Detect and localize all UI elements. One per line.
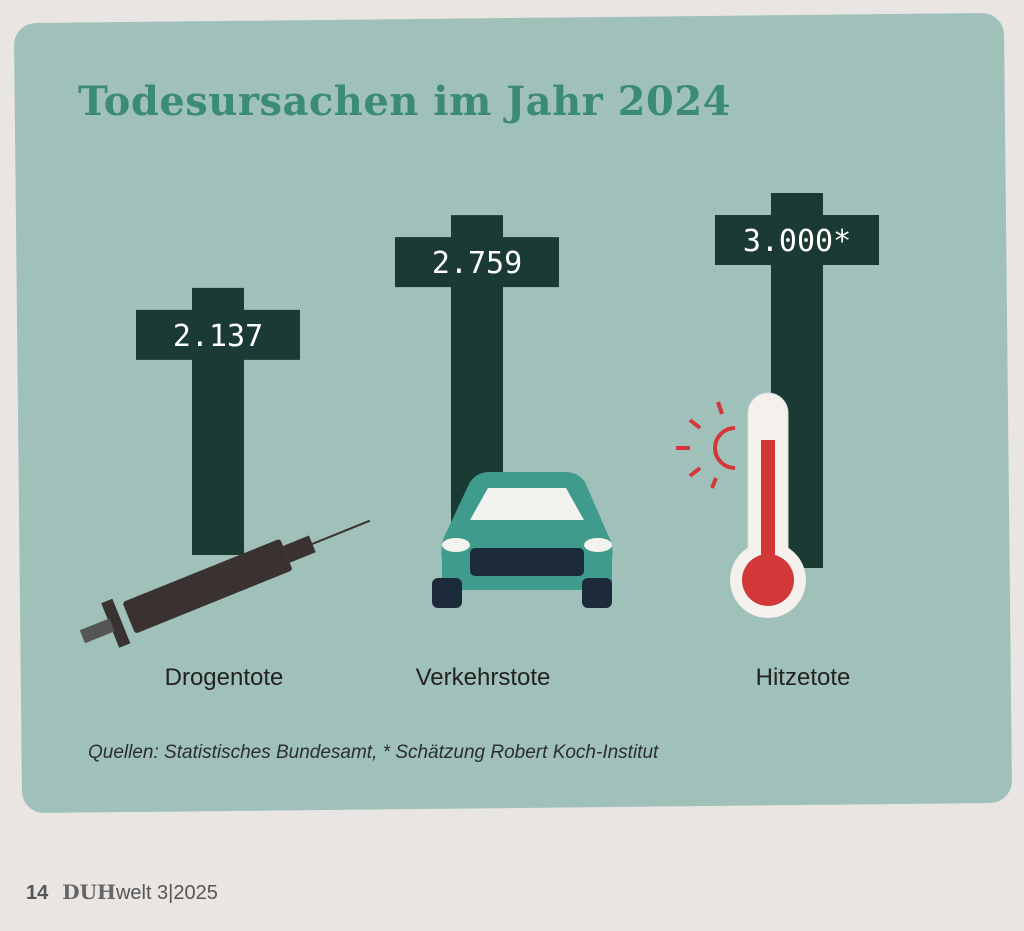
cross-beam (715, 215, 879, 265)
category-label: Verkehrstote (416, 664, 551, 691)
cross-bar-verkehrstote: 2.759 Verkehrstote (395, 215, 559, 691)
sun-arc (713, 426, 736, 470)
value-label: 3.000* (743, 224, 851, 259)
source-note: Quellen: Statistisches Bundesamt, * Schä… (88, 742, 659, 763)
car-grille (470, 548, 584, 576)
value-label: 2.137 (173, 319, 263, 354)
category-label: Drogentote (165, 664, 284, 691)
cross-beam (395, 237, 559, 288)
value-label: 2.759 (432, 246, 522, 281)
magazine-brand: DUH (62, 880, 116, 904)
cross-bar-drogentote: 2.137 Drogentote (136, 287, 300, 691)
syringe-needle (311, 519, 371, 545)
issue-label: welt 3|2025 (115, 882, 218, 904)
chart-title: Todesursachen im Jahr 2024 (78, 78, 731, 125)
syringe-icon (79, 519, 371, 648)
car-headlight (584, 538, 612, 552)
car-headlight (442, 538, 470, 552)
sun-ray (688, 418, 702, 430)
thermometer-bulb (742, 554, 794, 606)
syringe-tip (283, 535, 316, 563)
page-footer: 14 DUHwelt 3|2025 (26, 880, 218, 905)
car-icon (432, 472, 613, 608)
syringe-flange (101, 598, 131, 648)
syringe-barrel (123, 539, 292, 633)
sun-ray (716, 401, 724, 415)
category-label: Hitzetote (756, 664, 851, 691)
sun-ray (688, 466, 702, 478)
syringe-plunger (79, 618, 115, 644)
thermometer-mercury (761, 440, 775, 580)
car-wheel (432, 578, 462, 608)
sun-ray (710, 477, 718, 489)
car-wheel (582, 578, 612, 608)
car-windshield (470, 488, 584, 520)
cross-bar-hitzetote: 3.000* Hitzetote (715, 193, 879, 691)
page-number: 14 (26, 882, 49, 904)
cross-beam (136, 309, 300, 360)
thermometer-sun-icon (676, 392, 806, 618)
